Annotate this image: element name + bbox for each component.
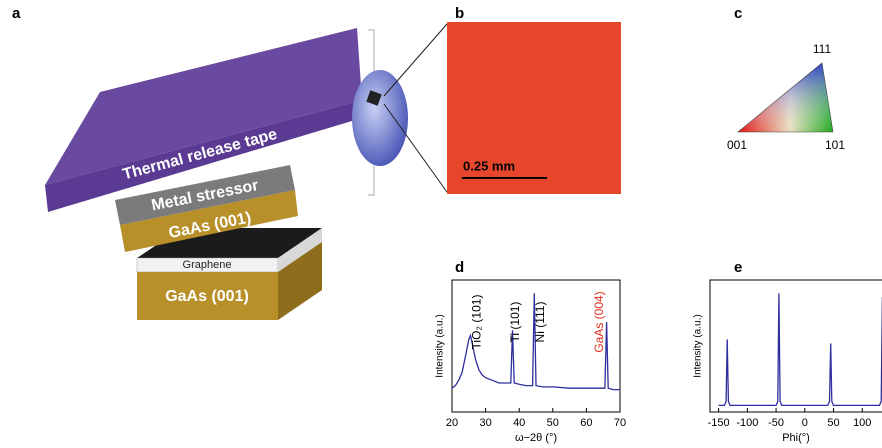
graphene-label: Graphene (183, 259, 232, 271)
plot-frame (710, 280, 882, 412)
peak-annotation: Ni (111) (533, 302, 547, 343)
panel-label: e (734, 259, 742, 276)
x-tick-label: 50 (827, 417, 839, 429)
x-axis-label: ω−2θ (°) (515, 432, 557, 444)
x-tick-label: 30 (479, 417, 491, 429)
x-tick-label: 40 (513, 417, 525, 429)
x-axis-label: Phi(°) (782, 432, 810, 444)
x-tick-label: 20 (446, 417, 458, 429)
x-tick-label: -150 (708, 417, 730, 429)
x-tick-label: -50 (768, 417, 784, 429)
ipf-label: 001 (727, 138, 747, 152)
panel-label: b (455, 5, 464, 22)
peak-annotation: TiO₂ (101) (469, 295, 483, 350)
scale-bar-label: 0.25 mm (463, 158, 515, 173)
peak-annotation: GaAs (004) (592, 291, 606, 352)
y-axis-label: Intensity (a.u.) (435, 314, 446, 377)
x-tick-label: 0 (802, 417, 808, 429)
ipf-label: 101 (825, 138, 845, 152)
wafer (352, 70, 408, 166)
x-tick-label: 100 (853, 417, 871, 429)
panel-label: c (734, 5, 742, 22)
panel-label: d (455, 259, 464, 276)
figure: a Graphene GaAs (001) Thermal release ta… (0, 0, 882, 448)
panel-label: a (12, 5, 21, 22)
zoom-line (384, 24, 447, 96)
y-axis-label: Intensity (a.u.) (693, 314, 704, 377)
data-line (719, 293, 882, 405)
substrate-label: GaAs (001) (165, 288, 249, 305)
x-tick-label: -100 (736, 417, 758, 429)
peak-annotation: Ti (101) (508, 302, 522, 343)
ipf-overlay (738, 63, 833, 132)
x-tick-label: 50 (547, 417, 559, 429)
page: a Graphene GaAs (001) Thermal release ta… (0, 0, 882, 448)
x-tick-label: 60 (580, 417, 592, 429)
ipf-label: 111 (813, 42, 832, 56)
x-tick-label: 70 (614, 417, 626, 429)
